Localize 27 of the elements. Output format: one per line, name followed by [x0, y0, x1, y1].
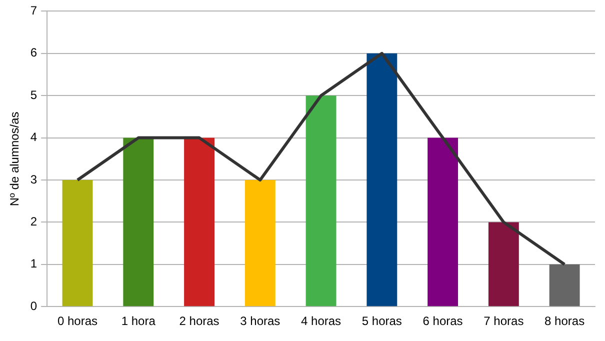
y-tick-label: 3 — [30, 172, 38, 186]
bar — [123, 138, 154, 306]
bar — [488, 222, 519, 306]
x-tick-label: 2 horas — [179, 314, 220, 328]
x-tick-label: 1 hora — [121, 314, 156, 328]
x-tick-label: 3 horas — [240, 314, 280, 328]
x-tick-label: 8 horas — [544, 314, 585, 328]
x-tick-label: 7 horas — [484, 314, 524, 328]
y-tick-label: 1 — [30, 256, 38, 271]
bar — [244, 180, 276, 306]
x-tick-label: 5 horas — [362, 314, 402, 328]
bar — [306, 96, 336, 306]
bar — [366, 53, 398, 306]
bar — [62, 180, 93, 306]
y-tick-label: 4 — [30, 130, 38, 144]
y-axis-title: Nº de alumnos/as — [8, 112, 22, 206]
x-tick-label: 0 horas — [58, 314, 98, 328]
bar — [184, 138, 214, 306]
bar — [428, 138, 458, 306]
y-tick-label: 7 — [30, 4, 38, 18]
y-tick-label: 0 — [30, 298, 38, 313]
bar — [549, 264, 580, 306]
x-tick-label: 6 horas — [422, 314, 463, 328]
y-tick-label: 6 — [30, 46, 38, 60]
x-tick-label: 4 horas — [301, 314, 342, 328]
y-tick-label: 2 — [30, 214, 38, 229]
y-tick-label: 5 — [30, 88, 38, 102]
